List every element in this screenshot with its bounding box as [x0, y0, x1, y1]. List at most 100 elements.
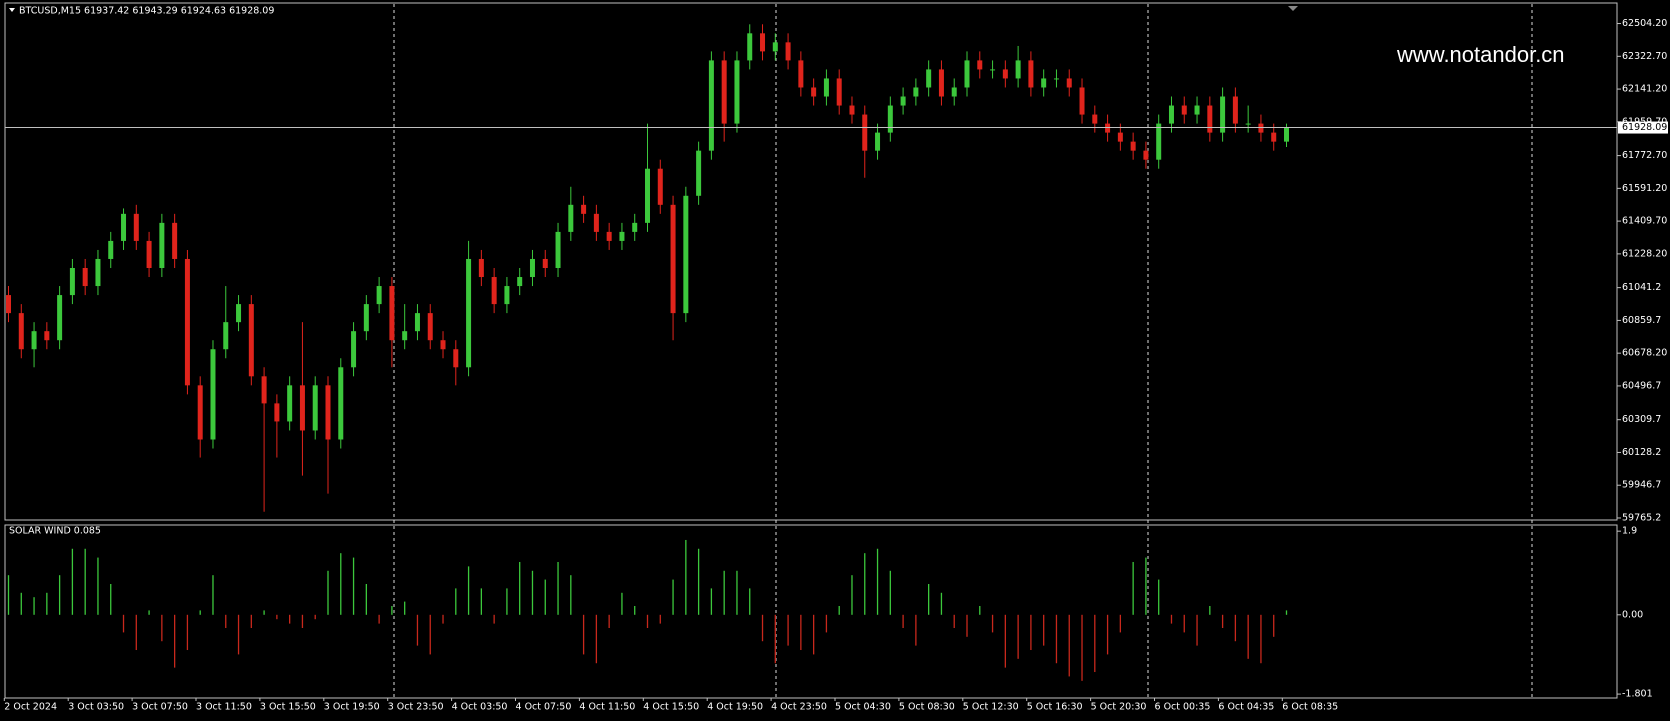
x-tick-label: 5 Oct 16:30: [1027, 702, 1083, 713]
candle-body: [977, 60, 983, 70]
x-tick-label: 6 Oct 00:35: [1155, 702, 1211, 713]
candle-body: [1002, 69, 1008, 79]
x-tick-label: 4 Oct 11:50: [579, 702, 635, 713]
candle-body: [197, 385, 203, 440]
candle-body: [466, 258, 472, 368]
candle-body: [312, 385, 318, 431]
x-tick-label: 2 Oct 2024: [4, 702, 57, 713]
candle-body: [760, 33, 766, 52]
candle-body: [478, 258, 484, 278]
shift-marker: [1288, 6, 1298, 11]
candle-body: [721, 60, 727, 124]
y-tick-label: 59946.7: [1622, 480, 1661, 491]
candle-body: [31, 331, 37, 350]
candle-body: [875, 132, 881, 151]
candle-body: [146, 240, 152, 268]
candle-body: [504, 286, 510, 305]
candle-body: [338, 367, 344, 440]
y-tick-label: 61409.70: [1622, 216, 1667, 227]
candle-body: [351, 331, 357, 368]
candle-body: [18, 313, 24, 350]
candle-body: [798, 60, 804, 88]
y-tick-label: 0.00: [1622, 609, 1643, 620]
candle-body: [951, 87, 957, 97]
y-tick-label: 60309.7: [1622, 414, 1661, 425]
candle-body: [1232, 96, 1238, 124]
x-tick-label: 4 Oct 07:50: [516, 702, 572, 713]
candle-body: [274, 403, 280, 422]
candle-body: [900, 96, 906, 106]
candle-body: [645, 168, 650, 223]
candle-body: [772, 42, 778, 52]
x-tick-label: 5 Oct 08:30: [899, 702, 955, 713]
candle-body: [836, 78, 842, 106]
x-tick-label: 3 Oct 15:50: [260, 702, 316, 713]
candle-body: [670, 204, 676, 314]
candle-body: [913, 87, 919, 97]
candle-body: [248, 304, 254, 377]
y-tick-label: 62141.20: [1622, 84, 1667, 95]
y-tick-label: 60128.2: [1622, 447, 1661, 458]
candle-body: [121, 213, 127, 241]
candle-body: [542, 258, 548, 268]
y-tick-label: 60678.20: [1622, 348, 1667, 359]
candle-body: [69, 267, 75, 296]
candle-body: [964, 60, 970, 88]
day-separators: [393, 4, 1533, 697]
candle-body: [696, 150, 702, 196]
candle-body: [568, 204, 574, 232]
candle-body: [1015, 60, 1021, 79]
candle-body: [261, 376, 267, 404]
candle-body: [938, 69, 944, 97]
y-tick-label: 1.9: [1622, 526, 1637, 537]
indicator-pane: [4, 524, 1618, 699]
candle-body: [82, 267, 88, 287]
y-tick-label: 59765.2: [1622, 512, 1661, 523]
candle-body: [747, 33, 753, 61]
candle-body: [657, 168, 663, 205]
x-tick-label: 4 Oct 03:50: [452, 702, 508, 713]
candle-body: [734, 60, 740, 124]
candle-body: [1271, 132, 1277, 142]
candle-body: [555, 231, 561, 268]
candle-body: [1156, 123, 1162, 160]
candle-body: [1284, 127, 1289, 142]
candle-body: [1168, 105, 1174, 124]
last-price-label: 61928.09: [1622, 122, 1667, 133]
candle-body: [1105, 123, 1111, 133]
candle-body: [159, 222, 165, 268]
candle-body: [1053, 78, 1059, 80]
candle-body: [517, 277, 523, 287]
x-tick-label: 4 Oct 19:50: [707, 702, 763, 713]
x-tick-label: 4 Oct 15:50: [643, 702, 699, 713]
candle-body: [1066, 78, 1072, 88]
candle-body: [440, 340, 446, 350]
candle-body: [849, 105, 855, 115]
candle-body: [1117, 132, 1123, 142]
candle-body: [57, 295, 63, 341]
candle-body: [299, 385, 305, 431]
y-tick-label: 62504.20: [1622, 18, 1667, 29]
candle-body: [581, 204, 587, 214]
candle-body: [287, 385, 293, 422]
x-tick-label: 3 Oct 03:50: [68, 702, 124, 713]
candle-body: [1194, 105, 1200, 115]
candle-body: [990, 69, 996, 71]
candle-body: [95, 258, 101, 287]
candle-body: [1092, 114, 1098, 124]
y-tick-label: -1.801: [1622, 689, 1653, 700]
candle-body: [325, 385, 331, 440]
candle-body: [785, 42, 791, 61]
x-tick-label: 3 Oct 19:50: [324, 702, 380, 713]
candle-body: [708, 60, 714, 151]
candle-body: [44, 331, 50, 341]
menu-arrow: [9, 8, 15, 12]
y-tick-label: 61228.20: [1622, 248, 1667, 259]
candle-body: [1181, 105, 1187, 115]
x-tick-label: 5 Oct 20:30: [1091, 702, 1147, 713]
candle-body: [683, 195, 689, 314]
candle-body: [236, 304, 242, 323]
candle-body: [402, 331, 408, 341]
candle-body: [172, 222, 178, 259]
